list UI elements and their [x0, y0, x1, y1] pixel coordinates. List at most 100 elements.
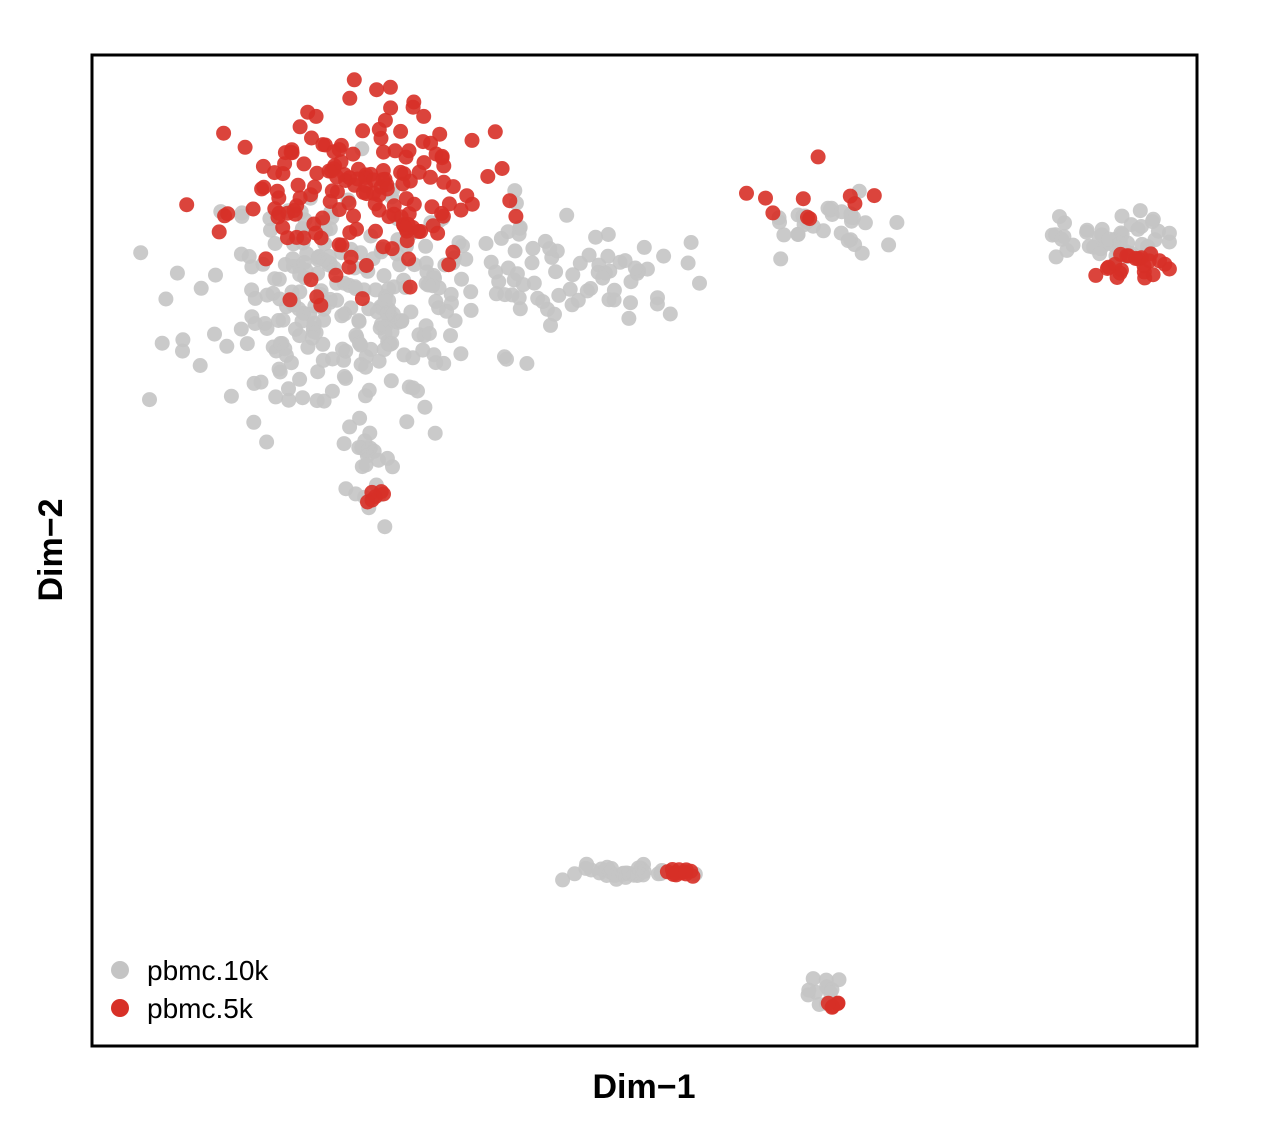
point-pbmc-5k — [423, 135, 439, 151]
point-pbmc-10k — [320, 254, 336, 270]
point-pbmc-5k — [290, 177, 306, 193]
point-pbmc-10k — [612, 254, 628, 270]
point-pbmc-5k — [359, 186, 374, 202]
point-pbmc-10k — [385, 306, 401, 322]
point-pbmc-10k — [822, 202, 838, 218]
point-pbmc-10k — [259, 434, 275, 450]
point-pbmc-5k — [354, 291, 370, 307]
point-pbmc-10k — [295, 390, 311, 406]
point-pbmc-10k — [421, 326, 437, 341]
point-pbmc-10k — [246, 414, 262, 430]
point-pbmc-5k — [1101, 259, 1116, 275]
point-pbmc-10k — [158, 291, 174, 307]
point-pbmc-10k — [192, 358, 208, 373]
point-pbmc-10k — [801, 982, 817, 998]
point-pbmc-10k — [296, 255, 312, 270]
point-pbmc-5k — [216, 125, 232, 141]
point-pbmc-5k — [324, 183, 340, 199]
point-pbmc-5k — [342, 225, 358, 241]
point-pbmc-5k — [346, 208, 361, 224]
point-pbmc-10k — [621, 865, 637, 881]
point-pbmc-5k — [765, 205, 781, 221]
point-pbmc-10k — [443, 295, 459, 311]
point-pbmc-10k — [358, 388, 373, 404]
point-pbmc-5k — [377, 112, 393, 128]
point-pbmc-10k — [377, 293, 393, 309]
point-pbmc-5k — [331, 142, 347, 158]
point-pbmc-5k — [347, 177, 363, 193]
point-pbmc-10k — [329, 292, 345, 308]
point-pbmc-5k — [508, 208, 524, 224]
point-pbmc-10k — [154, 335, 170, 351]
point-pbmc-5k — [758, 190, 773, 206]
point-pbmc-5k — [343, 249, 359, 265]
point-pbmc-5k — [441, 196, 457, 212]
point-pbmc-5k — [386, 206, 402, 222]
point-pbmc-5k — [277, 145, 293, 161]
point-pbmc-10k — [281, 381, 296, 397]
point-pbmc-10k — [570, 292, 586, 308]
point-pbmc-5k — [1161, 261, 1177, 277]
point-pbmc-10k — [399, 414, 415, 430]
point-pbmc-10k — [1145, 211, 1161, 227]
point-pbmc-10k — [567, 866, 583, 882]
point-pbmc-5k — [401, 206, 417, 222]
point-pbmc-10k — [336, 436, 352, 452]
point-pbmc-10k — [818, 972, 834, 988]
point-pbmc-5k — [435, 208, 451, 224]
point-pbmc-10k — [512, 301, 528, 317]
point-pbmc-10k — [315, 352, 331, 368]
point-pbmc-10k — [263, 222, 278, 238]
point-pbmc-5k — [445, 244, 461, 260]
point-pbmc-10k — [169, 265, 185, 281]
point-pbmc-10k — [680, 255, 696, 271]
point-pbmc-10k — [636, 239, 652, 255]
point-pbmc-5k — [399, 233, 415, 249]
point-pbmc-5k — [368, 223, 383, 239]
point-pbmc-10k — [543, 317, 558, 333]
point-pbmc-10k — [511, 226, 527, 242]
point-pbmc-10k — [600, 227, 616, 242]
point-pbmc-10k — [271, 361, 287, 377]
point-pbmc-5k — [795, 191, 811, 207]
point-pbmc-10k — [606, 282, 622, 298]
point-pbmc-5k — [1128, 250, 1144, 266]
point-pbmc-5k — [494, 161, 510, 176]
point-pbmc-5k — [286, 203, 302, 218]
point-pbmc-10k — [1054, 231, 1070, 247]
point-pbmc-5k — [296, 156, 312, 172]
point-pbmc-10k — [338, 481, 354, 497]
point-pbmc-5k — [411, 164, 427, 180]
point-pbmc-5k — [296, 230, 312, 246]
point-pbmc-5k — [436, 158, 452, 174]
point-pbmc-10k — [425, 278, 441, 294]
point-pbmc-10k — [239, 336, 255, 352]
point-pbmc-10k — [358, 359, 374, 375]
point-pbmc-5k — [309, 165, 325, 181]
point-pbmc-5k — [441, 257, 457, 273]
point-pbmc-5k — [304, 130, 319, 146]
point-pbmc-10k — [453, 346, 469, 362]
point-pbmc-10k — [273, 336, 288, 351]
point-pbmc-5k — [1113, 246, 1129, 262]
point-pbmc-10k — [292, 267, 308, 283]
point-pbmc-10k — [1057, 215, 1072, 231]
point-pbmc-5k — [502, 193, 518, 209]
point-pbmc-10k — [383, 373, 399, 389]
point-pbmc-5k — [416, 108, 432, 124]
point-pbmc-10k — [142, 392, 157, 408]
point-pbmc-10k — [358, 457, 374, 473]
point-pbmc-5k — [328, 267, 344, 283]
point-pbmc-10k — [805, 971, 821, 987]
point-pbmc-5k — [402, 279, 418, 295]
point-pbmc-10k — [1114, 208, 1130, 224]
point-pbmc-10k — [371, 353, 387, 369]
point-pbmc-5k — [413, 224, 429, 239]
point-pbmc-5k — [664, 862, 680, 877]
point-pbmc-10k — [285, 251, 301, 267]
point-pbmc-10k — [607, 867, 623, 883]
point-pbmc-5k — [1113, 262, 1129, 278]
legend-marker-pbmc-10k — [111, 961, 129, 979]
point-pbmc-5k — [866, 188, 882, 204]
point-pbmc-10k — [562, 281, 578, 297]
